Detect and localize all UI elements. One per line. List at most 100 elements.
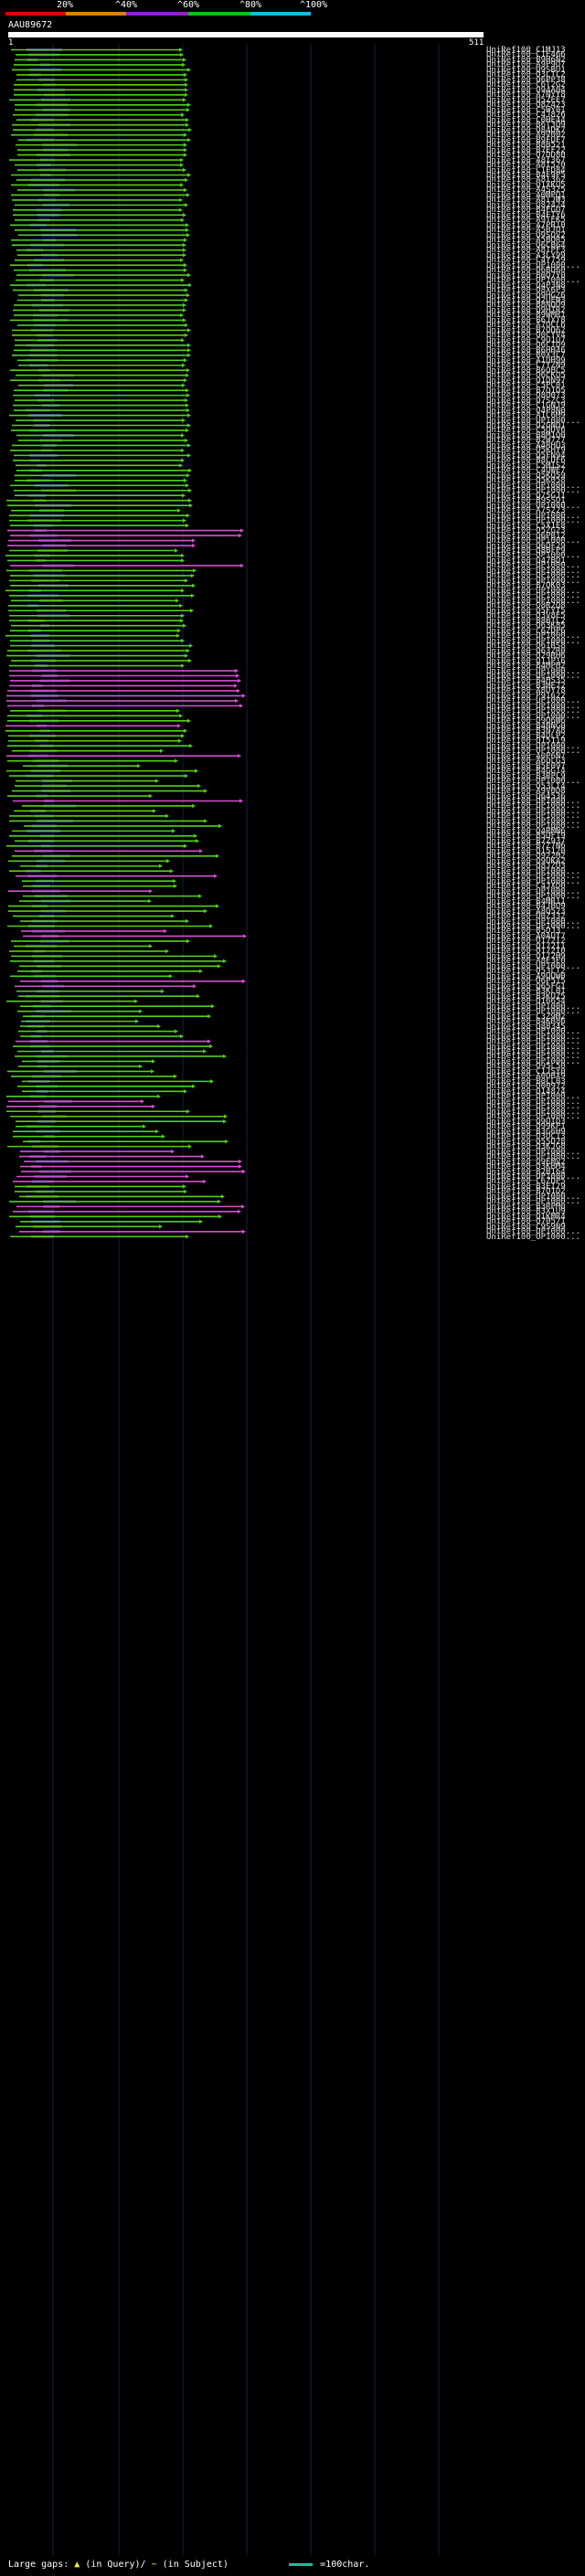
hit-name-link[interactable]: UniRef100_Q9HTR2 [486, 305, 566, 315]
hit-name-link[interactable]: UniRef100_B4DLP2 [486, 731, 566, 741]
hit-name-link[interactable]: UniRef100_B5E097 [486, 761, 566, 771]
hit-name-link[interactable]: UniRef100_A8IPF3 [486, 246, 566, 256]
hit-name-link[interactable]: UniRef100_B4FTY6 [486, 210, 566, 220]
hit-name-link[interactable]: UniRef100_UP1000... [486, 1027, 580, 1037]
hit-name-link[interactable]: UniRef100_C1GNJ9 [486, 401, 566, 411]
hit-name-link[interactable]: UniRef100_UP1000... [486, 1032, 580, 1042]
hit-name-link[interactable]: UniRef100_Q1DN97 [486, 376, 566, 386]
hit-name-link[interactable]: UniRef100_Q6CKU5 [486, 371, 566, 381]
hit-name-link[interactable]: UniRef100_A9V002 [486, 131, 566, 141]
hit-name-link[interactable]: UniRef100_UP1000... [486, 636, 580, 646]
hit-name-link[interactable]: UniRef100_A8DY78 [486, 686, 566, 696]
hit-name-link[interactable]: UniRef100_UP1000... [486, 1002, 580, 1012]
hit-name-link[interactable]: UniRef100_Q65FG1 [486, 981, 566, 991]
hit-name-link[interactable]: UniRef100_B9WMR1 [486, 311, 566, 321]
hit-name-link[interactable]: UniRef100_Q8U073 [486, 391, 566, 401]
hit-name-link[interactable]: UniRef100_Q9Q6W6 [486, 716, 566, 726]
hit-name-link[interactable]: UniRef100_B3KL01 [486, 987, 566, 997]
hit-name-link[interactable]: UniRef100_Q29RH6 [486, 652, 566, 662]
hit-name-link[interactable]: UniRef100_A0P6N7 [486, 751, 566, 761]
hit-name-link[interactable]: UniRef100_Q63ZR0 [486, 646, 566, 656]
hit-name-link[interactable]: UniRef100_C5PC01 [486, 381, 566, 391]
hit-name-link[interactable]: UniRef100_UP1000... [486, 872, 580, 882]
hit-name-link[interactable]: UniRef100_UP1000... [486, 711, 580, 721]
hit-name-link[interactable]: UniRef100_A8Q523 [486, 906, 566, 917]
hit-name-link[interactable]: UniRef100_B6QBC5 [486, 366, 566, 376]
hit-name-link[interactable]: UniRef100_B4MPH2 [486, 662, 566, 672]
hit-name-link[interactable]: UniRef100_UP1000... [486, 1172, 580, 1182]
hit-name-link[interactable]: UniRef100_C5MIS2 [486, 461, 566, 471]
hit-name-link[interactable]: UniRef100_B4NNG0 [486, 721, 566, 731]
hit-name-link[interactable]: UniRef100_B3G6H9 [486, 1127, 566, 1137]
hit-name-link[interactable]: UniRef100_UP1000... [486, 876, 580, 886]
hit-name-link[interactable]: UniRef100_UP1000... [486, 1152, 580, 1162]
hit-name-link[interactable]: UniRef100_Q82424 [486, 200, 566, 210]
hit-name-link[interactable]: UniRef100_Q5KQ59 [486, 471, 566, 481]
hit-name-link[interactable]: UniRef100_Q6P515 [486, 977, 566, 987]
hit-name-link[interactable]: UniRef100_Q7SZC3 [486, 396, 566, 406]
hit-name-link[interactable]: UniRef100_Q64536 [486, 791, 566, 801]
hit-name-link[interactable]: UniRef100_UP1000... [486, 1037, 580, 1047]
hit-name-link[interactable]: UniRef100_UP1000... [486, 917, 580, 927]
hit-name-link[interactable]: UniRef100_B4KR86 [486, 1017, 566, 1027]
hit-name-link[interactable]: UniRef100_UP1000... [486, 922, 580, 931]
hit-name-link[interactable]: UniRef100_C9S9N9 [486, 1222, 566, 1232]
hit-name-link[interactable]: UniRef100_C4QWE7 [486, 466, 566, 476]
hit-name-link[interactable]: UniRef100_UP1000... [486, 1042, 580, 1052]
hit-name-link[interactable]: UniRef100_UP1000... [486, 701, 580, 711]
hit-name-link[interactable]: UniRef100_A9TEK5 [486, 216, 566, 226]
hit-name-link[interactable]: UniRef100_A5BQR5 [486, 236, 566, 246]
hit-name-link[interactable]: UniRef100_B4JBU9 [486, 902, 566, 912]
hit-name-link[interactable]: UniRef100_Q172I1 [486, 941, 566, 951]
hit-name-link[interactable]: UniRef100_Q70571 [486, 1217, 566, 1227]
hit-name-link[interactable]: UniRef100_C5QDV6 [486, 426, 566, 436]
hit-name-link[interactable]: UniRef100_Q3V8E5 [486, 611, 566, 621]
hit-name-link[interactable]: UniRef100_A9V0D8 [486, 787, 566, 797]
hit-name-link[interactable]: UniRef100_B4HS35 [486, 676, 566, 686]
hit-name-link[interactable]: UniRef100_UP1000... [486, 1147, 580, 1157]
hit-name-link[interactable]: UniRef100_Q99KP1 [486, 1122, 566, 1132]
hit-name-link[interactable]: UniRef100_B0Q7Y0 [486, 270, 566, 281]
hit-name-link[interactable]: UniRef100_A8IJW3 [486, 196, 566, 206]
hit-name-link[interactable]: UniRef100_UP1000... [486, 822, 580, 832]
hit-name-link[interactable]: UniRef100_UP1000... [486, 260, 580, 270]
hit-name-link[interactable]: UniRef100_UP1000... [486, 666, 580, 676]
hit-name-link[interactable]: UniRef100_C4JXD0 [486, 882, 566, 892]
hit-name-link[interactable]: UniRef100_Q9EMV2 [486, 1157, 566, 1167]
hit-name-link[interactable]: UniRef100_B8BTL2 [486, 616, 566, 626]
hit-name-link[interactable]: UniRef100_C6ZDP6 [486, 626, 566, 636]
hit-name-link[interactable]: UniRef100_B0X3L7 [486, 351, 566, 361]
hit-name-link[interactable]: UniRef100_Q84DK7 [486, 125, 566, 135]
hit-name-link[interactable]: UniRef100_Q63K85 [486, 621, 566, 631]
hit-name-link[interactable]: UniRef100_B3X1U9 [486, 1207, 566, 1217]
hit-name-link[interactable]: UniRef100_C5X1E8 [486, 521, 566, 531]
hit-name-link[interactable]: UniRef100_Q8Z423 [486, 101, 566, 111]
hit-name-link[interactable]: UniRef100_A0QBX9 [486, 1072, 566, 1082]
hit-name-link[interactable]: UniRef100_UP1000... [486, 1047, 580, 1056]
hit-name-link[interactable]: UniRef100_UP1000... [486, 801, 580, 811]
hit-name-link[interactable]: UniRef100_UP1000... [486, 596, 580, 606]
hit-name-link[interactable]: UniRef100_UP1000... [486, 1232, 580, 1242]
hit-name-link[interactable]: UniRef100_Q3KJG8 [486, 1142, 566, 1152]
hit-name-link[interactable]: UniRef100_B4MR11 [486, 896, 566, 906]
hit-name-link[interactable]: UniRef100_Q5FYT5 [486, 606, 566, 616]
hit-name-link[interactable]: UniRef100_UP1000... [486, 566, 580, 576]
hit-name-link[interactable]: UniRef100_UP1000... [486, 706, 580, 716]
hit-name-link[interactable]: UniRef100_UP1000... [486, 806, 580, 816]
hit-name-link[interactable]: UniRef100_B2B164 [486, 1167, 566, 1177]
hit-name-link[interactable]: UniRef100_B7QK03 [486, 581, 566, 591]
hit-name-link[interactable]: UniRef100_B3KUZ5 [486, 991, 566, 1002]
hit-name-link[interactable]: UniRef100_Q53LT2 [486, 967, 566, 977]
hit-name-link[interactable]: UniRef100_B7Q1D2 [486, 1187, 566, 1197]
hit-name-link[interactable]: UniRef100_C6ZDP5 [486, 1177, 566, 1187]
hit-name-link[interactable]: UniRef100_C1JSY0 [486, 1066, 566, 1076]
hit-name-link[interactable]: UniRef100_A7PR10 [486, 220, 566, 230]
hit-name-link[interactable]: UniRef100_UP1000... [486, 501, 580, 511]
hit-name-link[interactable]: UniRef100_B7QD62 [486, 325, 566, 335]
hit-name-link[interactable]: UniRef100_B5DF19 [486, 832, 566, 842]
hit-name-link[interactable]: UniRef100_UP1000... [486, 777, 580, 787]
hit-name-link[interactable]: UniRef100_C6T2G2 [486, 80, 566, 90]
hit-name-link[interactable]: UniRef100_UP1000... [486, 1107, 580, 1117]
hit-name-link[interactable]: UniRef100_UP1000... [486, 816, 580, 826]
hit-name-link[interactable]: UniRef100_P91622 [486, 691, 566, 701]
